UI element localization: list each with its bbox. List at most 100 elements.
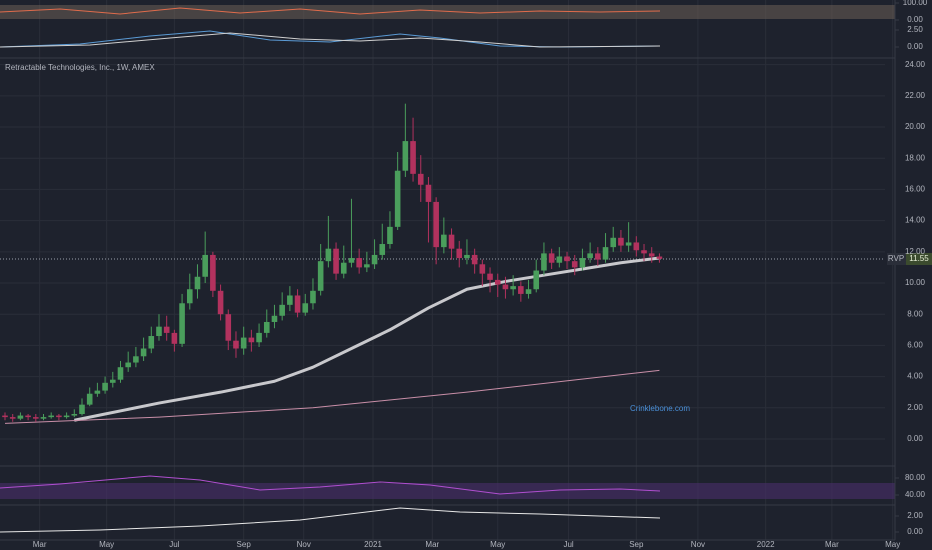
y-tick-label: 8.00 bbox=[907, 309, 923, 318]
candle-body bbox=[256, 332, 262, 343]
candle-body bbox=[317, 261, 324, 291]
pane-tick-label: 0.00 bbox=[907, 15, 923, 24]
candle-body bbox=[302, 303, 309, 313]
candle-body bbox=[456, 248, 463, 259]
x-tick-label: Jul bbox=[563, 540, 573, 549]
y-tick-label: 24.00 bbox=[905, 60, 926, 69]
candle-body bbox=[348, 258, 355, 263]
candle-body bbox=[402, 141, 409, 171]
candle-body bbox=[579, 258, 586, 268]
candle-body bbox=[610, 237, 617, 248]
watermark: Crinklebone.com bbox=[630, 404, 690, 413]
x-tick-label: May bbox=[885, 540, 900, 549]
x-tick-label: 2021 bbox=[364, 540, 382, 549]
candle-body bbox=[287, 295, 293, 305]
pane-tick-label: 2.00 bbox=[907, 511, 923, 520]
candle-body bbox=[433, 201, 439, 248]
candle-body bbox=[102, 382, 108, 391]
candle-body bbox=[625, 242, 632, 246]
y-tick-label: 14.00 bbox=[905, 216, 926, 225]
candle-body bbox=[364, 264, 370, 268]
pane-tick-label: 100.00 bbox=[903, 0, 928, 7]
y-tick-label: 16.00 bbox=[905, 185, 926, 194]
candle-body bbox=[202, 254, 208, 277]
candle-body bbox=[294, 295, 301, 313]
indicator-band bbox=[0, 5, 895, 19]
x-tick-label: Nov bbox=[691, 540, 705, 549]
x-tick-label: Mar bbox=[425, 540, 439, 549]
pane-tick-label: 40.00 bbox=[905, 490, 926, 499]
candle-body bbox=[79, 404, 85, 414]
y-tick-label: 0.00 bbox=[907, 434, 923, 443]
pane-tick-label: 80.00 bbox=[905, 473, 926, 482]
candle-body bbox=[448, 234, 455, 249]
signal-line bbox=[0, 32, 661, 48]
candle-body bbox=[564, 256, 570, 262]
moving-average bbox=[4, 369, 660, 424]
indicator-line bbox=[0, 7, 661, 15]
y-tick-label: 6.00 bbox=[907, 340, 923, 349]
candle-body bbox=[648, 253, 655, 257]
y-tick-label: 22.00 bbox=[905, 91, 926, 100]
x-tick-label: Sep bbox=[237, 540, 252, 549]
candle-body bbox=[587, 253, 593, 259]
x-tick-label: 2022 bbox=[757, 540, 775, 549]
rsi-line bbox=[0, 475, 661, 495]
pane-tick-label: 0.00 bbox=[907, 42, 923, 51]
moving-average bbox=[73, 256, 660, 422]
candle-body bbox=[394, 170, 401, 227]
x-tick-label: Sep bbox=[629, 540, 644, 549]
candle-body bbox=[194, 276, 201, 290]
candle-body bbox=[133, 356, 139, 363]
candle-body bbox=[140, 348, 147, 357]
candle-body bbox=[417, 173, 424, 185]
candle-body bbox=[271, 315, 278, 322]
lower-line bbox=[0, 507, 661, 533]
candle-body bbox=[171, 332, 178, 344]
candle-body bbox=[109, 379, 116, 383]
x-tick-label: Jul bbox=[169, 540, 179, 549]
candle-body bbox=[163, 326, 170, 333]
candle-body bbox=[387, 226, 393, 245]
y-tick-label: 12.00 bbox=[905, 247, 926, 256]
candle-body bbox=[33, 417, 39, 419]
candle-body bbox=[17, 415, 24, 419]
candle-body bbox=[125, 362, 131, 368]
symbol-label: RVP bbox=[888, 254, 904, 263]
candle-body bbox=[179, 303, 185, 344]
candle-body bbox=[541, 253, 547, 271]
y-tick-label: 10.00 bbox=[905, 278, 926, 287]
candle-body bbox=[56, 415, 62, 418]
x-tick-label: Mar bbox=[33, 540, 47, 549]
candle-body bbox=[502, 284, 509, 290]
candle-body bbox=[333, 248, 339, 274]
candle-body bbox=[510, 286, 516, 290]
candle-body bbox=[40, 417, 47, 419]
candle-body bbox=[117, 367, 124, 380]
candle-body bbox=[217, 290, 224, 315]
candle-body bbox=[310, 290, 316, 304]
candle-body bbox=[148, 336, 155, 349]
candle-body bbox=[263, 321, 270, 333]
candle-body bbox=[602, 247, 609, 260]
candle-body bbox=[525, 289, 532, 294]
price-badge bbox=[906, 253, 932, 265]
x-tick-label: Nov bbox=[297, 540, 311, 549]
y-tick-label: 4.00 bbox=[907, 372, 923, 381]
candle-body bbox=[371, 254, 378, 265]
candle-body bbox=[556, 256, 563, 263]
candle-body bbox=[186, 289, 193, 304]
symbol-badge bbox=[887, 253, 906, 265]
y-tick-label: 18.00 bbox=[905, 153, 926, 162]
candle-body bbox=[410, 141, 416, 174]
candle-body bbox=[48, 415, 54, 418]
candle-body bbox=[518, 286, 524, 294]
candle-body bbox=[325, 248, 332, 262]
candle-body bbox=[156, 326, 162, 337]
macd-line bbox=[0, 30, 661, 48]
candle-body bbox=[494, 279, 501, 285]
candle-body bbox=[548, 253, 555, 263]
price-label: 11.55 bbox=[909, 254, 929, 263]
candle-body bbox=[340, 262, 347, 274]
